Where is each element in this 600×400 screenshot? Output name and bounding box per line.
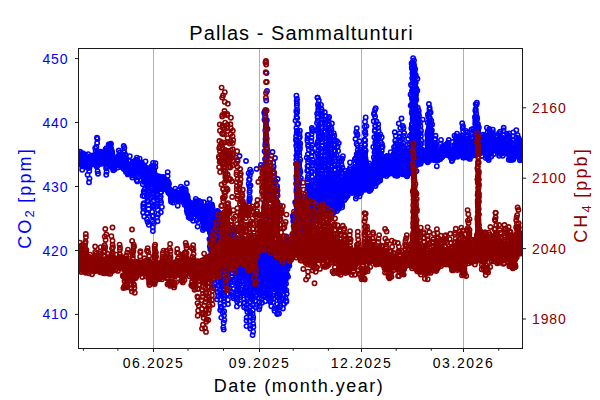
svg-text:03.2026: 03.2026 bbox=[433, 355, 494, 371]
svg-text:2160: 2160 bbox=[532, 100, 567, 116]
svg-text:CH4 [ppb]: CH4 [ppb] bbox=[571, 147, 594, 243]
svg-text:420: 420 bbox=[42, 243, 68, 259]
svg-text:1980: 1980 bbox=[532, 311, 567, 327]
svg-text:410: 410 bbox=[42, 306, 68, 322]
svg-text:2040: 2040 bbox=[532, 241, 567, 257]
svg-text:Pallas - Sammaltunturi: Pallas - Sammaltunturi bbox=[189, 22, 413, 44]
svg-text:Date (month.year): Date (month.year) bbox=[214, 376, 385, 396]
svg-text:06.2025: 06.2025 bbox=[123, 355, 184, 371]
svg-text:CO2 [ppm]: CO2 [ppm] bbox=[15, 147, 38, 249]
svg-text:12.2025: 12.2025 bbox=[331, 355, 392, 371]
svg-text:440: 440 bbox=[42, 115, 68, 131]
svg-text:2100: 2100 bbox=[532, 170, 567, 186]
svg-text:450: 450 bbox=[42, 51, 68, 67]
svg-text:430: 430 bbox=[42, 179, 68, 195]
svg-text:09.2025: 09.2025 bbox=[229, 355, 290, 371]
